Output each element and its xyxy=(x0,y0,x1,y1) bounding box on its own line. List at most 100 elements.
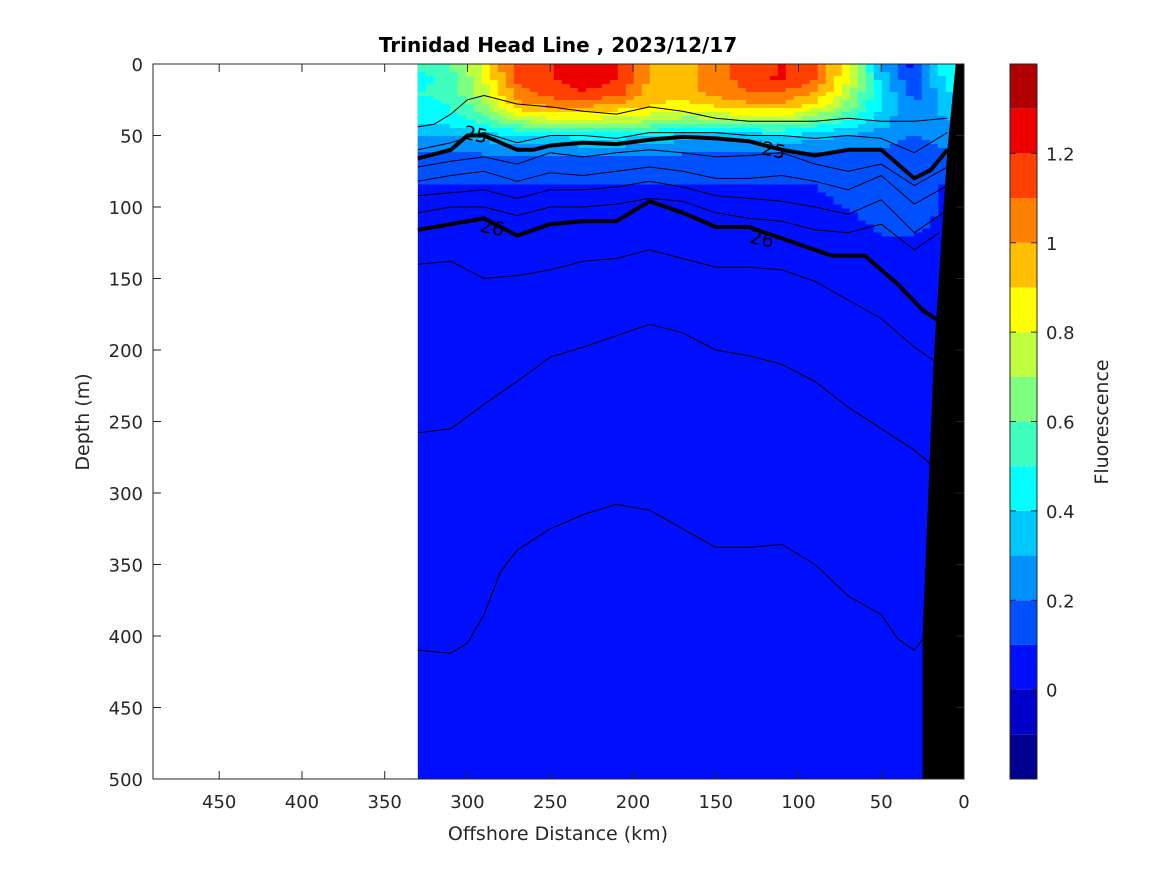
fluorescence-cell xyxy=(497,180,507,185)
fluorescence-cell xyxy=(441,80,451,85)
fluorescence-cell xyxy=(785,180,795,185)
fluorescence-cell xyxy=(737,92,747,97)
fluorescence-cell xyxy=(937,164,947,169)
fluorescence-cell xyxy=(929,184,939,189)
fluorescence-cell xyxy=(457,104,467,109)
fluorescence-cell xyxy=(481,116,491,121)
fluorescence-cell xyxy=(513,116,523,121)
fluorescence-cell xyxy=(505,72,515,77)
fluorescence-cell xyxy=(481,176,491,181)
fluorescence-cell xyxy=(849,100,859,105)
fluorescence-cell xyxy=(745,136,755,141)
fluorescence-cell xyxy=(641,128,651,133)
fluorescence-cell xyxy=(905,124,915,129)
fluorescence-cell xyxy=(697,108,707,113)
fluorescence-cell xyxy=(593,76,603,81)
fluorescence-cell xyxy=(865,184,875,189)
fluorescence-cell xyxy=(777,176,787,181)
fluorescence-cell xyxy=(481,64,491,69)
fluorescence-cell xyxy=(473,72,483,77)
fluorescence-cell xyxy=(457,64,467,69)
fluorescence-cell xyxy=(849,204,859,209)
fluorescence-cell xyxy=(833,156,843,161)
fluorescence-cell xyxy=(833,184,843,189)
fluorescence-cell xyxy=(665,172,675,177)
fluorescence-cell xyxy=(721,76,731,81)
fluorescence-cell xyxy=(457,148,467,153)
fluorescence-cell xyxy=(921,108,931,113)
fluorescence-cell xyxy=(673,96,683,101)
fluorescence-cell xyxy=(449,156,459,161)
fluorescence-cell xyxy=(577,168,587,173)
fluorescence-cell xyxy=(905,184,915,189)
fluorescence-cell xyxy=(929,188,939,193)
fluorescence-cell xyxy=(785,156,795,161)
fluorescence-cell xyxy=(593,72,603,77)
fluorescence-cell xyxy=(417,104,427,109)
fluorescence-cell xyxy=(801,160,811,165)
fluorescence-cell xyxy=(697,176,707,181)
fluorescence-cell xyxy=(465,168,475,173)
fluorescence-cell xyxy=(769,96,779,101)
fluorescence-cell xyxy=(425,148,435,153)
fluorescence-cell xyxy=(545,108,555,113)
colorbar-segment xyxy=(1010,108,1037,154)
fluorescence-cell xyxy=(793,160,803,165)
fluorescence-cell xyxy=(873,88,883,93)
fluorescence-cell xyxy=(457,72,467,77)
fluorescence-cell xyxy=(601,116,611,121)
fluorescence-cell xyxy=(449,100,459,105)
fluorescence-cell xyxy=(425,132,435,137)
fluorescence-cell xyxy=(769,156,779,161)
fluorescence-cell xyxy=(785,152,795,157)
fluorescence-cell xyxy=(529,104,539,109)
fluorescence-cell xyxy=(721,148,731,153)
fluorescence-cell xyxy=(873,116,883,121)
fluorescence-cell xyxy=(905,68,915,73)
fluorescence-cell xyxy=(809,84,819,89)
fluorescence-cell xyxy=(713,160,723,165)
fluorescence-cell xyxy=(857,176,867,181)
fluorescence-cell xyxy=(713,164,723,169)
fluorescence-cell xyxy=(833,92,843,97)
fluorescence-cell xyxy=(825,148,835,153)
fluorescence-cell xyxy=(833,64,843,69)
fluorescence-cell xyxy=(665,128,675,133)
fluorescence-cell xyxy=(617,112,627,117)
fluorescence-cell xyxy=(601,108,611,113)
fluorescence-cell xyxy=(881,136,891,141)
fluorescence-cell xyxy=(569,120,579,125)
fluorescence-cell xyxy=(681,76,691,81)
fluorescence-cell xyxy=(641,112,651,117)
fluorescence-cell xyxy=(537,108,547,113)
fluorescence-cell xyxy=(457,168,467,173)
fluorescence-cell xyxy=(913,100,923,105)
fluorescence-cell xyxy=(801,172,811,177)
fluorescence-cell xyxy=(889,128,899,133)
fluorescence-cell xyxy=(801,136,811,141)
fluorescence-cell xyxy=(553,76,563,81)
fluorescence-cell xyxy=(657,84,667,89)
fluorescence-cell xyxy=(937,88,947,93)
fluorescence-cell xyxy=(769,140,779,145)
fluorescence-cell xyxy=(897,112,907,117)
fluorescence-cell xyxy=(729,68,739,73)
fluorescence-cell xyxy=(841,64,851,69)
fluorescence-cell xyxy=(441,88,451,93)
fluorescence-cell xyxy=(617,124,627,129)
density-contour-8 xyxy=(417,249,940,365)
fluorescence-cell xyxy=(705,80,715,85)
fluorescence-cell xyxy=(577,156,587,161)
fluorescence-cell xyxy=(921,112,931,117)
fluorescence-cell xyxy=(473,160,483,165)
fluorescence-cell xyxy=(617,68,627,73)
fluorescence-cell xyxy=(521,156,531,161)
fluorescence-cell xyxy=(481,108,491,113)
fluorescence-cell xyxy=(921,92,931,97)
fluorescence-cell xyxy=(753,148,763,153)
fluorescence-cell xyxy=(681,100,691,105)
fluorescence-cell xyxy=(577,172,587,177)
fluorescence-cell xyxy=(913,128,923,133)
fluorescence-cell xyxy=(633,168,643,173)
fluorescence-cell xyxy=(657,116,667,121)
